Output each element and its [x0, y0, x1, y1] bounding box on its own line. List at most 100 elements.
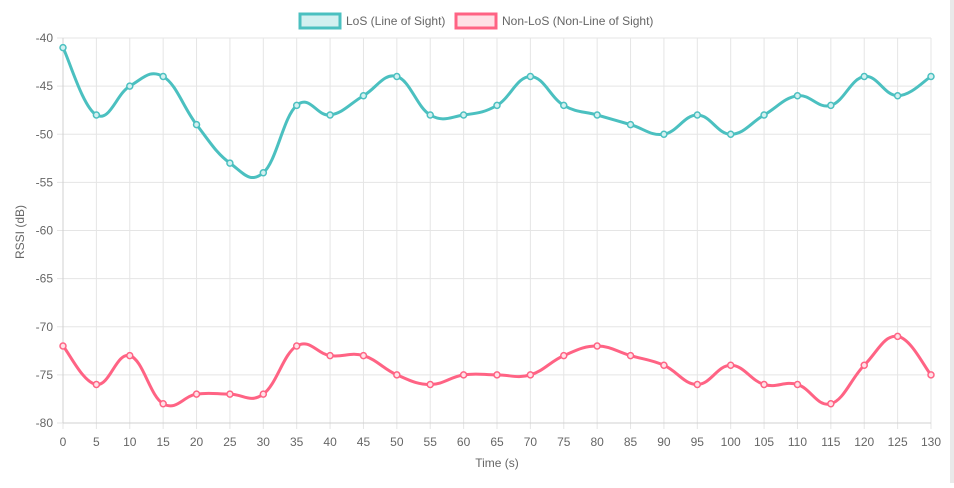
- data-point[interactable]: [760, 111, 768, 119]
- data-point[interactable]: [259, 169, 268, 177]
- data-point[interactable]: [192, 120, 201, 129]
- data-point[interactable]: [626, 351, 635, 360]
- data-point[interactable]: [493, 371, 501, 379]
- data-point[interactable]: [560, 351, 568, 360]
- data-point[interactable]: [827, 400, 835, 408]
- data-point[interactable]: [393, 371, 401, 379]
- data-point[interactable]: [693, 380, 702, 389]
- data-point[interactable]: [292, 342, 301, 350]
- data-point[interactable]: [626, 120, 635, 129]
- data-point[interactable]: [860, 361, 868, 369]
- series-lines: [59, 43, 935, 408]
- y-axis-label: RSSI (dB): [13, 205, 27, 259]
- data-point[interactable]: [760, 380, 768, 389]
- x-tick-label: 120: [854, 435, 874, 449]
- data-point[interactable]: [793, 380, 802, 389]
- x-tick-label: 30: [257, 435, 271, 449]
- data-point[interactable]: [92, 380, 101, 389]
- x-tick-label: 35: [290, 435, 304, 449]
- x-tick-label: 55: [424, 435, 438, 449]
- x-tick-label: 40: [323, 435, 337, 449]
- x-tick-label: 95: [691, 435, 705, 449]
- x-tick-label: 110: [788, 435, 807, 449]
- data-point[interactable]: [426, 380, 434, 389]
- series-1: [59, 332, 935, 408]
- data-point[interactable]: [526, 371, 535, 379]
- legend-item-1[interactable]: Non-LoS (Non-Line of Sight): [454, 12, 653, 30]
- x-tick-label: 60: [457, 435, 471, 449]
- y-tick-label: -45: [36, 79, 54, 93]
- data-point[interactable]: [593, 342, 601, 350]
- y-tick-label: -40: [36, 31, 54, 45]
- x-tick-label: 115: [821, 435, 840, 449]
- data-point[interactable]: [92, 111, 101, 119]
- y-tick-label: -70: [36, 320, 54, 334]
- data-point[interactable]: [59, 43, 67, 52]
- y-tick-label: -50: [36, 127, 54, 141]
- x-tick-label: 130: [921, 435, 941, 449]
- data-point[interactable]: [326, 351, 334, 360]
- data-point[interactable]: [693, 111, 702, 119]
- legend-label: LoS (Line of Sight): [346, 14, 445, 28]
- x-tick-label: 80: [590, 435, 604, 449]
- x-tick-label: 25: [223, 435, 237, 449]
- legend[interactable]: LoS (Line of Sight) Non-LoS (Non-Line of …: [298, 12, 653, 30]
- data-point[interactable]: [393, 72, 401, 81]
- x-tick-label: 15: [156, 435, 170, 449]
- x-tick-label: 125: [888, 435, 908, 449]
- x-tick-label: 70: [524, 435, 538, 449]
- data-point[interactable]: [660, 361, 668, 369]
- y-tick-label: -65: [36, 272, 54, 286]
- data-point[interactable]: [893, 92, 902, 100]
- data-point[interactable]: [159, 400, 167, 408]
- y-tick-label: -55: [36, 175, 54, 189]
- data-point[interactable]: [726, 361, 735, 369]
- x-tick-label: 75: [557, 435, 571, 449]
- data-point[interactable]: [226, 390, 234, 398]
- data-point[interactable]: [493, 101, 501, 110]
- data-point[interactable]: [660, 130, 668, 138]
- data-point[interactable]: [927, 371, 935, 379]
- data-point[interactable]: [126, 82, 134, 90]
- x-tick-label: 20: [190, 435, 204, 449]
- series-0: [59, 43, 935, 179]
- x-axis-label: Time (s): [475, 456, 519, 470]
- data-point[interactable]: [459, 371, 468, 379]
- y-tick-label: -60: [36, 224, 54, 238]
- x-tick-label: 105: [754, 435, 774, 449]
- data-point[interactable]: [226, 159, 234, 167]
- data-point[interactable]: [126, 351, 134, 360]
- data-point[interactable]: [560, 101, 568, 110]
- data-point[interactable]: [927, 72, 935, 81]
- data-point[interactable]: [159, 72, 167, 81]
- x-tick-label: 5: [93, 435, 100, 449]
- data-point[interactable]: [860, 72, 868, 81]
- y-tick-label: -75: [36, 368, 54, 382]
- axes: 0 5 10 15 20 25 30 35 40 45 50 55 60 65 70 75 80 85 90 95 10…: [36, 31, 942, 449]
- legend-item-0[interactable]: LoS (Line of Sight): [298, 12, 445, 30]
- data-point[interactable]: [426, 111, 434, 119]
- data-point[interactable]: [526, 72, 535, 81]
- data-point[interactable]: [726, 130, 735, 138]
- data-point[interactable]: [593, 111, 601, 119]
- data-point[interactable]: [59, 342, 67, 350]
- data-point[interactable]: [359, 351, 368, 360]
- data-point[interactable]: [893, 332, 902, 341]
- data-point[interactable]: [292, 101, 301, 110]
- data-point[interactable]: [459, 111, 468, 119]
- y-tick-label: -80: [36, 416, 54, 430]
- data-point[interactable]: [793, 92, 802, 100]
- x-tick-label: 50: [390, 435, 404, 449]
- x-tick-label: 90: [657, 435, 671, 449]
- x-tick-label: 100: [721, 435, 741, 449]
- data-point[interactable]: [827, 101, 835, 110]
- data-point[interactable]: [192, 390, 201, 398]
- window-edge: [950, 0, 954, 483]
- data-point[interactable]: [326, 111, 334, 119]
- x-tick-label: 0: [60, 435, 67, 449]
- legend-swatch: [454, 12, 498, 30]
- data-point[interactable]: [259, 390, 268, 398]
- data-point[interactable]: [359, 92, 368, 100]
